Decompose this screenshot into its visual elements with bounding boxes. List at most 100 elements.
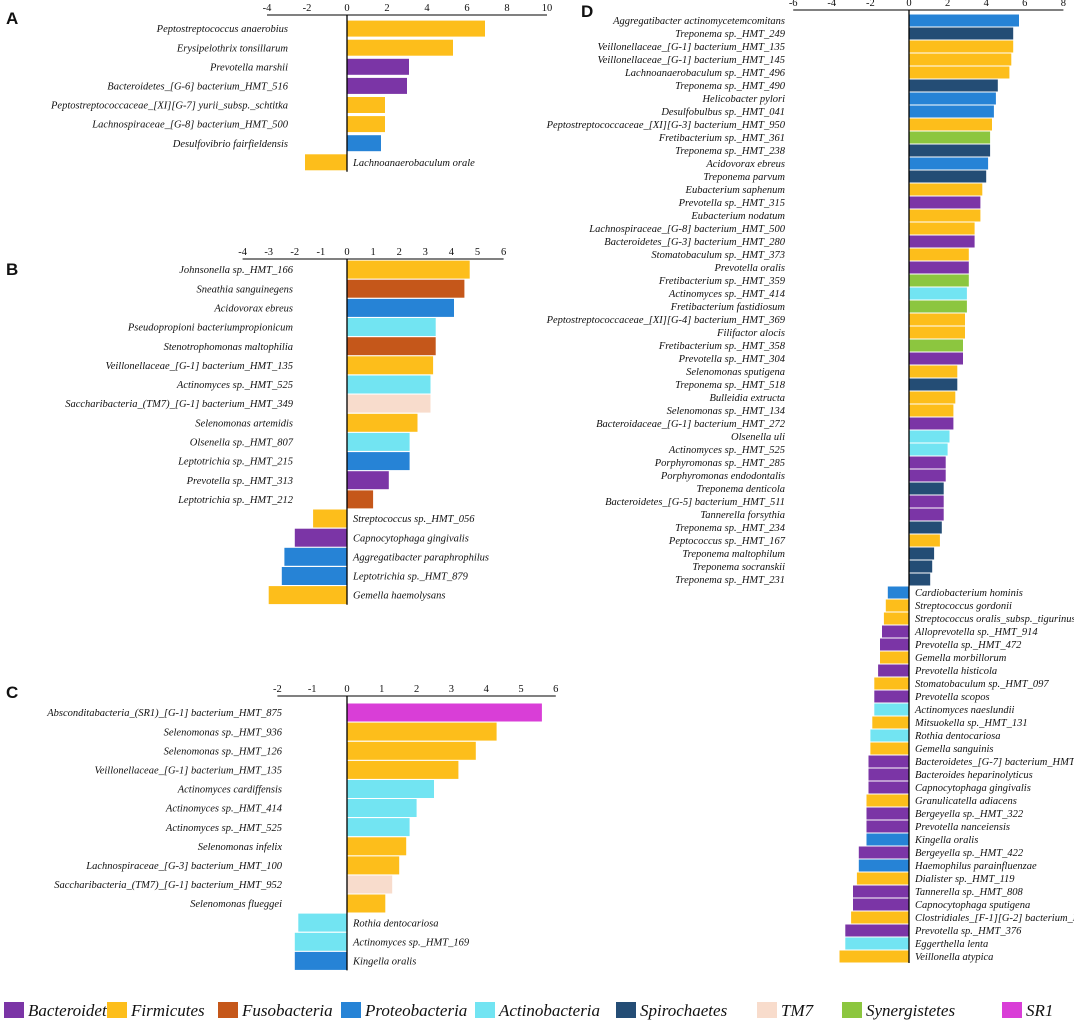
category-label: Dialister sp._HMT_119 [914, 874, 1015, 885]
bar [909, 131, 991, 144]
category-label: Stenotrophomonas maltophilia [164, 342, 293, 353]
legend-item: SR1 [1002, 1001, 1053, 1020]
bar [872, 716, 909, 729]
legend-label: SR1 [1026, 1001, 1053, 1020]
category-label: Prevotella scopos [914, 692, 990, 703]
bar [347, 894, 386, 913]
category-label: Selenomonas flueggei [190, 899, 282, 910]
category-label: Bergeyella sp._HMT_422 [915, 848, 1024, 859]
tick-label: 4 [984, 0, 990, 9]
category-label: Sneathia sanguinegens [196, 284, 293, 295]
category-label: Aggregatibacter paraphrophilus [352, 552, 489, 563]
bar [909, 40, 1014, 53]
bar [347, 20, 485, 37]
category-label: Peptostreptococcaceae_[XI][G-4] bacteriu… [546, 315, 786, 326]
category-label: Prevotella sp._HMT_304 [678, 354, 786, 365]
bar [347, 875, 393, 894]
category-label: Actinomyces cardiffensis [177, 785, 282, 796]
bar [347, 856, 400, 875]
category-label: Capnocytophaga sputigena [915, 900, 1030, 911]
bar [909, 547, 935, 560]
bar [878, 664, 909, 677]
bar [909, 430, 950, 443]
bar [909, 248, 969, 261]
bar [909, 521, 942, 534]
category-label: Filifactor alocis [716, 328, 785, 339]
category-label: Bergeyella sp._HMT_322 [915, 809, 1024, 820]
category-label: Bacteroidaceae_[G-1] bacterium_HMT_272 [596, 419, 786, 430]
legend-label: TM7 [781, 1001, 815, 1020]
category-label: Leptotrichia sp._HMT_215 [177, 457, 293, 468]
category-label: Prevotella marshii [209, 62, 288, 73]
bar [909, 560, 933, 573]
category-label: Streptococcus oralis_subsp._tigurinus_cl… [915, 614, 1074, 625]
category-label: Actinomyces sp._HMT_414 [165, 804, 283, 815]
tick-label: 6 [553, 684, 558, 695]
bar [851, 911, 909, 924]
category-label: Streptococcus gordonii [915, 601, 1012, 612]
bar [347, 77, 407, 94]
tick-label: 10 [542, 3, 553, 14]
bar [909, 157, 989, 170]
legend-swatch [107, 1002, 127, 1018]
panel-c: C Absconditabacteria_(SR1)_[G-1] bacteriu… [6, 683, 558, 971]
bar [909, 261, 969, 274]
tick-label: -2 [866, 0, 875, 9]
bar [294, 951, 347, 970]
category-label: Capnocytophaga gingivalis [353, 533, 469, 544]
legend-label: Synergistetes [866, 1001, 955, 1020]
bar [853, 898, 909, 911]
bar [868, 755, 909, 768]
category-label: Actinomyces sp._HMT_414 [668, 289, 786, 300]
legend-item: Actinobacteria [475, 1001, 600, 1020]
bar [909, 300, 967, 313]
category-label: Bacteroidetes_[G-7] bacterium_HMT_911 [915, 757, 1074, 768]
bar [347, 356, 434, 375]
bar [885, 599, 909, 612]
bar [870, 729, 909, 742]
bar [909, 27, 1014, 40]
tick-label: 4 [449, 247, 455, 258]
bar [909, 378, 958, 391]
panel-b: B Johnsonella sp._HMT_166 Sneathia sanguin… [6, 247, 506, 605]
category-label: Desulfovibrio fairfieldensis [172, 139, 288, 150]
bar [909, 183, 983, 196]
tick-label: 0 [344, 247, 349, 258]
bar [347, 337, 436, 356]
legend-swatch [341, 1002, 361, 1018]
category-label: Olsenella uli [731, 432, 785, 443]
bar [347, 837, 407, 856]
category-label: Veillonellaceae_[G-1] bacterium_HMT_135 [597, 42, 785, 53]
tick-label: -4 [238, 247, 247, 258]
panel-letter: A [6, 9, 18, 28]
bar [880, 638, 909, 651]
tick-label: -2 [273, 684, 282, 695]
tick-label: 8 [504, 3, 509, 14]
bar [883, 612, 909, 625]
bar [347, 394, 431, 413]
category-label: Bacteroides heparinolyticus [915, 770, 1033, 781]
legend-swatch [842, 1002, 862, 1018]
tick-label: -4 [263, 3, 272, 14]
category-label: Treponema denticola [696, 484, 785, 495]
category-label: Streptococcus sp._HMT_056 [353, 514, 475, 525]
bar [347, 471, 389, 490]
legend-swatch [616, 1002, 636, 1018]
bar [347, 298, 454, 317]
category-label: Pseudopropioni bacteriumpropionicum [127, 323, 294, 334]
bar [909, 534, 940, 547]
legend-swatch [1002, 1002, 1022, 1018]
category-label: Actinomyces sp._HMT_525 [176, 380, 293, 391]
bar [909, 222, 975, 235]
category-label: Johnsonella sp._HMT_166 [179, 265, 293, 276]
category-label: Treponema sp._HMT_238 [675, 146, 786, 157]
legend-item: Fusobacteria [218, 1001, 333, 1020]
category-label: Selenomonas sputigena [686, 367, 785, 378]
tick-label: 4 [484, 684, 490, 695]
legend-item: Synergistetes [842, 1001, 955, 1020]
tick-label: -1 [308, 684, 317, 695]
category-label: Haemophilus parainfluenzae [914, 861, 1037, 872]
bar [870, 742, 909, 755]
bar [347, 97, 385, 113]
